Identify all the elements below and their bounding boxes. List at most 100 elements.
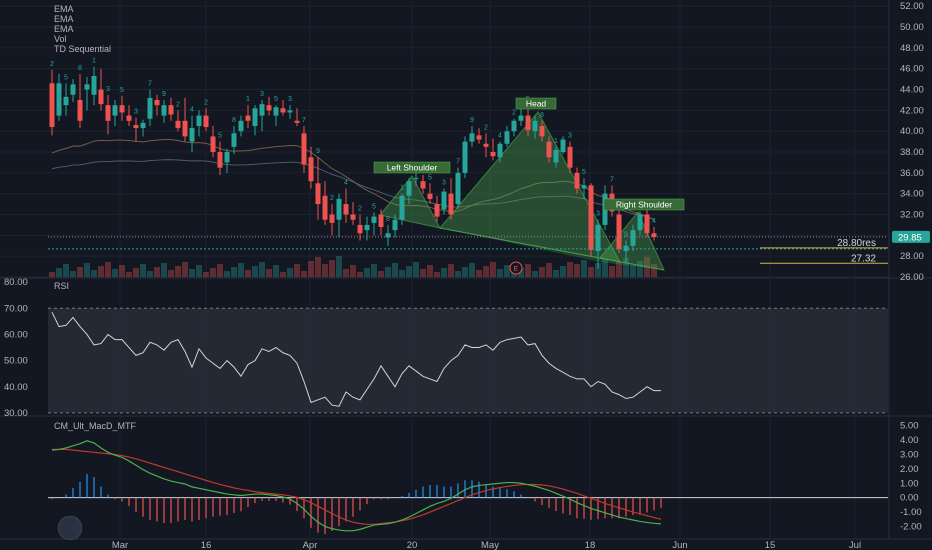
candle-body xyxy=(336,198,342,220)
candle-body xyxy=(140,122,146,129)
candle-body xyxy=(161,105,167,116)
candle-body xyxy=(105,105,111,121)
candle-body xyxy=(259,104,265,116)
earnings-marker-icon xyxy=(509,261,523,275)
volume-bar xyxy=(371,264,377,277)
volume-bar xyxy=(133,268,139,277)
volume-bar xyxy=(266,269,272,277)
volume-bar xyxy=(630,265,636,277)
level-label: 28.80res xyxy=(837,238,876,249)
volume-bar xyxy=(595,263,601,277)
volume-bar xyxy=(546,263,552,277)
td-count-label: 8 xyxy=(540,112,544,119)
rsi-tick-label: 60.00 xyxy=(4,329,28,340)
td-count-label: 5 xyxy=(218,133,222,140)
td-count-label: 4 xyxy=(652,218,656,225)
time-tick-label: Jun xyxy=(672,540,687,550)
volume-bar xyxy=(294,264,300,277)
volume-bar xyxy=(357,272,363,277)
candle-body xyxy=(91,76,97,95)
volume-bar xyxy=(462,267,468,277)
td-count-label: 8 xyxy=(386,216,390,223)
price-tick-label: 38.00 xyxy=(900,147,924,158)
volume-bar xyxy=(252,266,258,277)
right-shoulder-label: Right Shoulder xyxy=(616,200,672,210)
volume-bar xyxy=(616,262,622,277)
volume-bar xyxy=(399,270,405,277)
td-count-label: 1 xyxy=(554,138,558,145)
volume-bar xyxy=(413,262,419,277)
macd-tick-label: 1.00 xyxy=(900,478,919,489)
volume-bar xyxy=(539,267,545,277)
macd-tick-label: -1.00 xyxy=(900,507,922,518)
price-tick-label: 52.00 xyxy=(900,1,924,12)
candle-body xyxy=(273,107,279,116)
candle-body xyxy=(322,195,328,220)
candle-body xyxy=(595,224,601,251)
macd-tick-label: 3.00 xyxy=(900,449,919,460)
volume-bar xyxy=(301,271,307,277)
candle-body xyxy=(539,126,545,137)
candle-body xyxy=(98,89,104,105)
volume-bar xyxy=(154,267,160,277)
volume-bar xyxy=(224,271,230,277)
candle-body xyxy=(392,219,398,231)
candle-body xyxy=(252,108,258,127)
volume-bar xyxy=(273,265,279,277)
candle-body xyxy=(70,84,76,95)
candle-body xyxy=(476,135,482,140)
volume-bar xyxy=(448,264,454,277)
candle-body xyxy=(525,115,531,131)
volume-bar xyxy=(231,267,237,277)
candle-body xyxy=(301,133,307,165)
candle-body xyxy=(350,214,356,220)
candle-body xyxy=(637,214,643,231)
level-label: 27.32 xyxy=(851,253,876,264)
time-tick-label: 16 xyxy=(201,540,212,550)
td-count-label: 9 xyxy=(624,232,628,239)
td-count-label: 5 xyxy=(372,203,376,210)
candle-body xyxy=(574,172,580,189)
macd-tick-label: 4.00 xyxy=(900,435,919,446)
volume-bar xyxy=(567,262,573,277)
fullscreen-logo-icon[interactable] xyxy=(58,516,82,540)
td-count-label: 3 xyxy=(134,109,138,116)
candle-body xyxy=(406,181,412,196)
price-tick-label: 32.00 xyxy=(900,210,924,221)
volume-bar xyxy=(336,256,342,277)
price-tick-label: 34.00 xyxy=(900,189,924,200)
candle-body xyxy=(497,143,503,158)
legend-ema-3: EMA xyxy=(54,24,74,34)
candle-body xyxy=(546,141,552,158)
candle-body xyxy=(616,214,622,249)
candle-body xyxy=(532,120,538,132)
volume-bar xyxy=(210,268,216,277)
right-shoulder-label-box xyxy=(603,198,685,211)
candle-body xyxy=(504,131,510,144)
price-tick-label: 48.00 xyxy=(900,43,924,54)
volume-bar xyxy=(175,266,181,277)
volume-bar xyxy=(147,271,153,277)
td-count-label: 4 xyxy=(190,107,194,114)
volume-bar xyxy=(392,263,398,277)
volume-bar xyxy=(364,268,370,277)
legend-td-sequential: TD Sequential xyxy=(54,44,112,54)
td-count-label: 5 xyxy=(582,169,586,176)
last-price-tag xyxy=(892,230,930,243)
volume-bar xyxy=(441,268,447,277)
macd-line xyxy=(51,440,662,532)
volume-bar xyxy=(77,267,83,277)
volume-bar xyxy=(70,271,76,277)
earnings-marker-label: E xyxy=(514,266,519,273)
macd-tick-label: 5.00 xyxy=(900,421,919,432)
td-count-label: 3 xyxy=(568,133,572,140)
price-tick-label: 46.00 xyxy=(900,64,924,75)
volume-bar xyxy=(189,269,195,277)
volume-bar xyxy=(455,271,461,277)
rsi-pane-title: RSI xyxy=(54,281,70,291)
candle-body xyxy=(371,216,377,223)
candle-body xyxy=(133,124,139,129)
rsi-tick-label: 80.00 xyxy=(4,277,28,288)
candle-body xyxy=(245,115,251,121)
